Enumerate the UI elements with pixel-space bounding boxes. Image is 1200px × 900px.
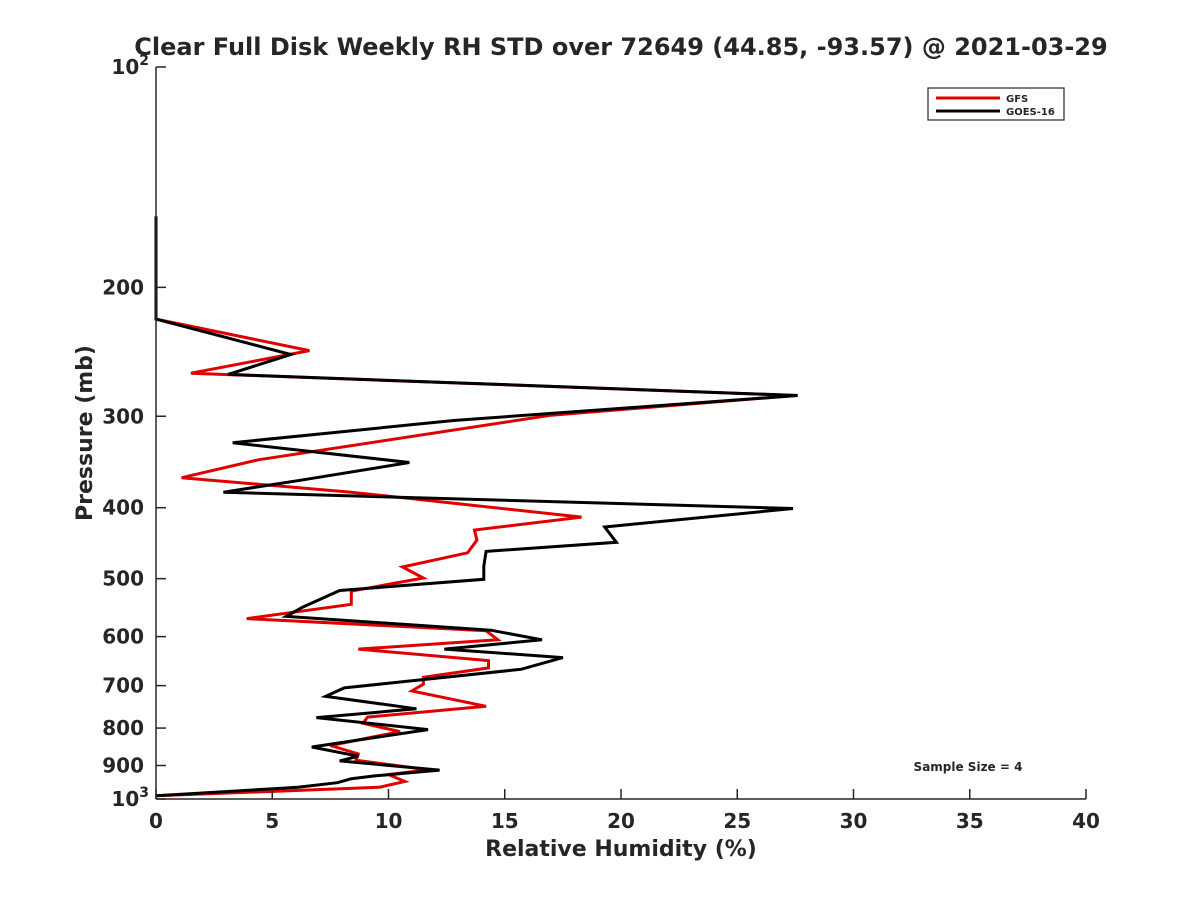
axes [155, 67, 1086, 800]
y-tick-label: 400 [102, 496, 144, 520]
y-tick-label: 103 [111, 785, 149, 811]
y-tick-label: 900 [102, 754, 144, 778]
y-tick-label: 500 [102, 567, 144, 591]
legend-label: GOES-16 [1006, 107, 1055, 118]
y-tick-label: 600 [102, 625, 144, 649]
y-axis-label: Pressure (mb) [73, 345, 98, 521]
sample-size-annotation: Sample Size = 4 [914, 760, 1023, 774]
x-tick-label: 20 [607, 809, 635, 833]
x-tick-label: 5 [265, 809, 279, 833]
y-tick-label: 200 [102, 275, 144, 299]
series-line-gfs [154, 216, 796, 798]
plot-area [154, 216, 798, 798]
x-tick-label: 35 [956, 809, 984, 833]
legend-box [927, 87, 1065, 121]
y-tick-label: 800 [102, 716, 144, 740]
x-tick-label: 15 [491, 809, 519, 833]
y-tick-label: 102 [111, 53, 149, 79]
x-tick-label: 40 [1072, 809, 1100, 833]
y-tick-label: 300 [102, 404, 144, 428]
x-axis-ticks: 0 5 10 15 20 25 30 35 40 [149, 789, 1100, 833]
legend: GFS GOES-16 [927, 87, 1065, 121]
x-axis-label: Relative Humidity (%) [485, 837, 757, 862]
y-tick-label: 700 [102, 674, 144, 698]
x-tick-label: 25 [723, 809, 751, 833]
series-line-goes-16 [154, 216, 798, 798]
x-tick-label: 30 [840, 809, 868, 833]
x-tick-label: 0 [149, 809, 163, 833]
legend-label: GFS [1006, 94, 1028, 105]
y-axis-ticks: 102 200 300 400 500 600 700 800 900 103 [102, 53, 166, 811]
chart-title: Clear Full Disk Weekly RH STD over 72649… [134, 33, 1107, 61]
x-tick-label: 10 [375, 809, 403, 833]
